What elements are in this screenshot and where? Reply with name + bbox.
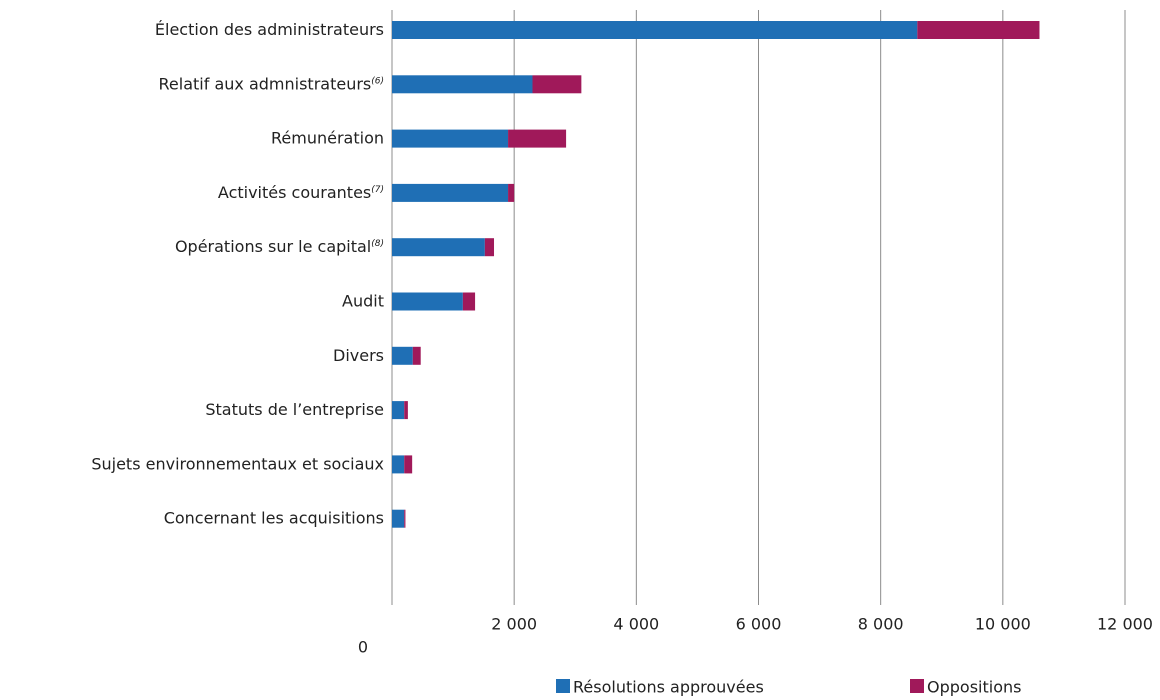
- bar-segment: [392, 21, 918, 39]
- category-label: Activités courantes(7): [218, 182, 384, 201]
- legend-label: Résolutions approuvées: [573, 678, 764, 697]
- category-name: Sujets environnementaux et sociaux: [91, 454, 384, 473]
- x-tick-label: 10 000: [975, 615, 1031, 634]
- bar-segment: [392, 346, 413, 365]
- bar-segment: [404, 401, 408, 420]
- bar-segment: [392, 75, 533, 94]
- bar-segment: [532, 75, 582, 94]
- category-label: Statuts de l’entreprise: [205, 400, 384, 419]
- category-name: Relatif aux admnistrateurs: [159, 74, 372, 93]
- bar-segment: [462, 292, 476, 311]
- category-name: Audit: [342, 291, 384, 310]
- category-name: Opérations sur le capital: [175, 237, 371, 256]
- bar-segment: [392, 455, 405, 474]
- bar-segment: [917, 21, 1040, 39]
- x-tick-label: 4 000: [613, 615, 659, 634]
- category-note: (8): [371, 239, 384, 249]
- category-label: Élection des administrateurs: [155, 20, 384, 39]
- bar-segment: [392, 509, 405, 528]
- category-label: Audit: [342, 291, 384, 310]
- bar-segment: [404, 509, 406, 528]
- category-label: Sujets environnementaux et sociaux: [91, 454, 384, 473]
- x-tick-label: 2 000: [491, 615, 537, 634]
- category-name: Concernant les acquisitions: [164, 508, 384, 527]
- category-note: (6): [371, 76, 384, 86]
- bar-segment: [404, 455, 413, 474]
- bar-segment: [412, 346, 421, 365]
- bar-segment: [508, 183, 515, 202]
- bar-segment: [392, 183, 509, 202]
- x-tick-label: 6 000: [736, 615, 782, 634]
- bar-segment: [392, 238, 485, 257]
- legend-swatch: [556, 679, 570, 693]
- bar-segment: [508, 129, 567, 148]
- category-label: Concernant les acquisitions: [164, 508, 384, 527]
- category-label: Divers: [333, 345, 384, 364]
- category-label: Opérations sur le capital(8): [175, 237, 384, 256]
- bar-segment: [392, 129, 509, 148]
- category-name: Divers: [333, 345, 384, 364]
- x-tick-label: 0: [358, 638, 368, 657]
- legend-swatch: [910, 679, 924, 693]
- category-name: Rémunération: [271, 128, 384, 147]
- category-label: Relatif aux admnistrateurs(6): [159, 74, 384, 93]
- category-name: Statuts de l’entreprise: [205, 400, 384, 419]
- bar-segment: [484, 238, 495, 257]
- bar-segment: [392, 292, 463, 311]
- x-tick-label: 12 000: [1097, 615, 1153, 634]
- x-tick-label: 8 000: [858, 615, 904, 634]
- category-name: Élection des administrateurs: [155, 20, 384, 39]
- legend-label: Oppositions: [927, 678, 1021, 697]
- category-name: Activités courantes: [218, 182, 371, 201]
- bar-segment: [392, 401, 405, 420]
- category-label: Rémunération: [271, 128, 384, 147]
- category-note: (7): [371, 184, 384, 194]
